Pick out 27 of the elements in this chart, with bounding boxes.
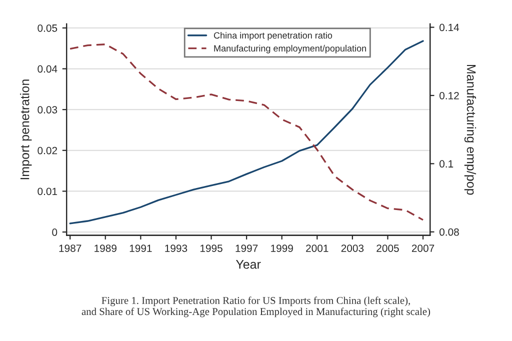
x-tick-label: 2007: [412, 244, 434, 252]
legend-label: Manufacturing employment/population: [214, 44, 366, 54]
x-tick-label: 1991: [130, 244, 152, 252]
y2-tick-label: 0.14: [440, 24, 460, 32]
x-tick-label: 2003: [341, 244, 364, 252]
y-tick-label: 0: [52, 228, 58, 236]
y-tick-label: 0.04: [38, 65, 58, 73]
y2-tick-label: 0.1: [440, 160, 454, 168]
x-tick-label: 1993: [165, 244, 188, 252]
y-tick-label: 0.01: [38, 188, 58, 196]
x-tick-label: 1995: [200, 244, 222, 252]
y2-axis-title: Manufacturing emp/pop: [464, 64, 476, 195]
x-tick-label: 1999: [271, 244, 293, 252]
y-tick-label: 0.03: [38, 106, 58, 114]
x-axis-title: Year: [236, 260, 261, 269]
x-tick-label: 1987: [59, 244, 82, 252]
x-tick-label: 2001: [306, 244, 328, 252]
y-tick-label: 0.02: [38, 146, 58, 154]
y2-tick-label: 0.08: [440, 228, 459, 236]
caption: Figure 1. Import Penetration Ratio for US Imports from China (left scale), and Share of US Working-Age Population Employed in Manufacturing (right scale): [82, 296, 430, 318]
legend-label: China import penetration ratio: [214, 32, 332, 40]
x-tick-label: 1989: [94, 244, 116, 252]
x-tick-label: 2005: [376, 244, 399, 252]
x-tick-label: 1997: [236, 244, 258, 252]
y-axis-title: Import penetration: [20, 80, 32, 180]
y2-tick-label: 0.12: [440, 92, 459, 100]
y-tick-label: 0.05: [38, 24, 58, 32]
